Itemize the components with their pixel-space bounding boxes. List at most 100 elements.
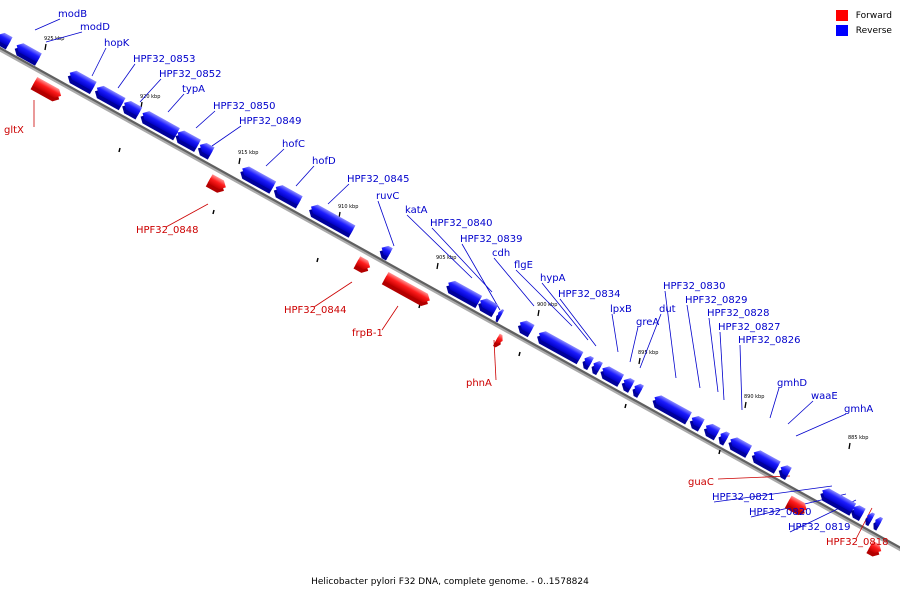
gene-label-hpf32_0819[interactable]: HPF32_0819 [788, 522, 850, 533]
gene-guac[interactable] [784, 495, 809, 518]
gene-modb[interactable] [0, 30, 13, 50]
gene-label-hpf32_0829[interactable]: HPF32_0829 [685, 295, 747, 306]
gene-hpf32_0850[interactable] [173, 128, 201, 153]
gene-label-hpf32_0818[interactable]: HPF32_0818 [826, 537, 888, 548]
gene-arrow [448, 280, 483, 305]
gene-label-guac[interactable]: guaC [688, 477, 714, 488]
gene-waae[interactable] [776, 463, 792, 480]
gene-hpf32_0818[interactable] [866, 540, 883, 559]
gene-label-flge[interactable]: flgE [514, 260, 533, 271]
gene-label-lpxb[interactable]: lpxB [610, 304, 632, 315]
gene-hpf32_0849[interactable] [196, 141, 215, 160]
reverse-swatch [835, 25, 848, 36]
gene-label-hpf32_0850[interactable]: HPF32_0850 [213, 101, 275, 112]
gene-hpf32_0820[interactable] [863, 511, 876, 527]
leader-line [664, 290, 677, 379]
gene-label-hofc[interactable]: hofC [282, 139, 305, 150]
gene-label-hpf32_0853[interactable]: HPF32_0853 [133, 54, 195, 65]
gene-hofc[interactable] [238, 164, 277, 194]
gene-label-hpf32_0827[interactable]: HPF32_0827 [718, 322, 780, 333]
gene-label-hpf32_0830[interactable]: HPF32_0830 [663, 281, 725, 292]
gene-label-gmha[interactable]: gmhA [844, 404, 873, 415]
gene-kata[interactable] [444, 278, 483, 309]
gene-hpf32_0827[interactable] [716, 430, 730, 446]
leader-line [719, 331, 725, 401]
gene-hpf32_0819[interactable] [871, 515, 884, 531]
gene-label-frpb-1[interactable]: frpB-1 [352, 328, 383, 339]
gene-label-typa[interactable]: typA [182, 84, 205, 95]
gene-label-hpf32_0849[interactable]: HPF32_0849 [239, 116, 301, 127]
gene-ruvc[interactable] [377, 243, 393, 261]
gene-hypa[interactable] [580, 354, 594, 371]
gene-label-waae[interactable]: waaE [811, 391, 838, 402]
gene-hpf32_0821[interactable] [848, 503, 866, 521]
gene-hpf32_0852[interactable] [120, 99, 143, 120]
gene-hofd[interactable] [271, 183, 303, 209]
gene-hpf32_0844[interactable] [353, 256, 373, 275]
gene-gmhd[interactable] [749, 448, 781, 474]
leader-line [639, 313, 662, 369]
gene-label-ruvc[interactable]: ruvC [376, 191, 399, 202]
gene-frpb-1[interactable] [381, 271, 433, 308]
leader-line [91, 47, 107, 77]
gene-hopk[interactable] [65, 68, 97, 95]
gene-arrow [32, 76, 62, 98]
leader-line [769, 387, 780, 419]
gene-gmha[interactable] [818, 486, 857, 516]
gene-hpf32_0830[interactable] [650, 393, 692, 425]
gene-label-hpf32_0844[interactable]: HPF32_0844 [284, 305, 346, 316]
gene-label-hpf32_0826[interactable]: HPF32_0826 [738, 335, 800, 346]
gene-label-hopk[interactable]: hopK [104, 38, 130, 49]
gene-label-hpf32_0845[interactable]: HPF32_0845 [347, 174, 409, 185]
gene-gltx[interactable] [30, 76, 64, 104]
gene-label-dut[interactable]: dut [659, 304, 676, 315]
gene-hpf32_0853[interactable] [93, 83, 126, 111]
gene-dut[interactable] [630, 382, 644, 398]
gene-flge[interactable] [535, 329, 584, 365]
gene-label-hpf32_0839[interactable]: HPF32_0839 [460, 234, 522, 245]
gene-hpf32_0828[interactable] [702, 421, 721, 441]
leader-line [461, 243, 501, 311]
gene-label-grea[interactable]: greA [636, 317, 659, 328]
gene-hpf32_0834[interactable] [589, 359, 603, 376]
gene-grea[interactable] [619, 376, 635, 393]
gene-label-hypa[interactable]: hypA [540, 273, 566, 284]
gene-label-modd[interactable]: modD [80, 22, 110, 33]
map-caption: Helicobacter pylori F32 DNA, complete ge… [311, 577, 589, 587]
gene-hpf32_0845[interactable] [307, 202, 356, 238]
gene-label-hpf32_0852[interactable]: HPF32_0852 [159, 69, 221, 80]
gene-arrow [705, 423, 721, 437]
tick-label: 885 kbp [848, 435, 868, 441]
gene-lpxb[interactable] [598, 364, 625, 387]
gene-phna[interactable] [493, 333, 505, 349]
gene-label-gltx[interactable]: gltX [4, 125, 24, 136]
gene-label-gmhd[interactable]: gmhD [777, 378, 807, 389]
gene-label-hpf32_0820[interactable]: HPF32_0820 [749, 507, 811, 518]
gene-arrow [381, 245, 393, 258]
gene-label-cdh[interactable]: cdh [492, 248, 510, 259]
gene-hpf32_0839[interactable] [494, 308, 505, 323]
tick-mark [44, 43, 47, 51]
gene-label-hpf32_0828[interactable]: HPF32_0828 [707, 308, 769, 319]
gene-typa[interactable] [138, 109, 180, 141]
gene-hpf32_0826[interactable] [726, 435, 753, 458]
gene-label-phna[interactable]: phnA [466, 378, 492, 389]
gene-label-hpf32_0834[interactable]: HPF32_0834 [558, 289, 620, 300]
gene-label-hpf32_0848[interactable]: HPF32_0848 [136, 225, 198, 236]
gene-arrow [199, 142, 215, 157]
leader-line [139, 78, 162, 103]
gene-label-hpf32_0821[interactable]: HPF32_0821 [712, 492, 774, 503]
gene-cdh[interactable] [516, 318, 535, 338]
leader-line [541, 282, 589, 341]
gene-hpf32_0840[interactable] [476, 296, 499, 318]
gene-label-hofd[interactable]: hofD [312, 156, 336, 167]
gene-modd[interactable] [12, 41, 42, 66]
gene-label-modb[interactable]: modB [58, 9, 87, 20]
gene-label-hpf32_0840[interactable]: HPF32_0840 [430, 218, 492, 229]
leader-line [713, 485, 833, 503]
gene-hpf32_0829[interactable] [687, 414, 705, 432]
axis-shadow [0, 48, 900, 552]
leader-line [45, 31, 83, 43]
gene-label-kata[interactable]: katA [405, 205, 428, 216]
gene-hpf32_0848[interactable] [205, 174, 229, 195]
